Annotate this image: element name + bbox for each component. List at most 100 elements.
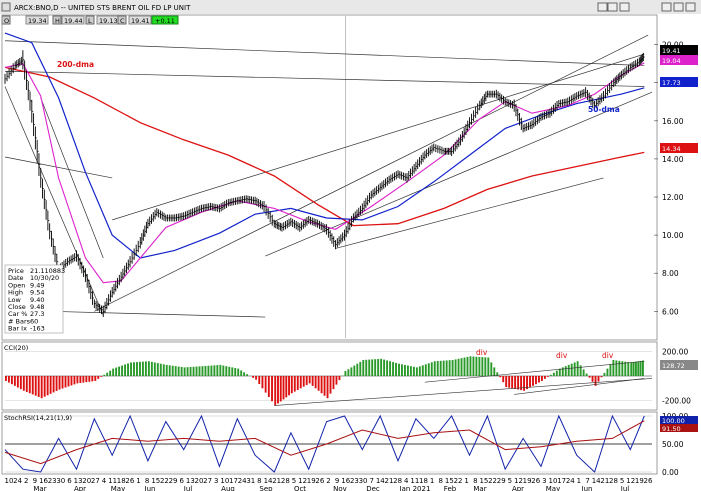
cci-bar	[469, 356, 472, 376]
cci-bar	[124, 364, 127, 376]
cci-bar	[225, 366, 228, 376]
x-day-tick: 1	[577, 477, 581, 485]
cci-bar	[255, 376, 258, 380]
y-tick-label: 10.00	[662, 231, 684, 240]
cci-bar	[433, 361, 436, 376]
x-day-tick: 19	[307, 477, 316, 485]
minimize-icon[interactable]	[661, 2, 672, 12]
x-day-tick: 12	[514, 477, 523, 485]
cci-bar	[523, 376, 526, 391]
x-month-tick: Dec	[366, 485, 380, 491]
x-day-tick: 26	[125, 477, 134, 485]
cci-bar	[567, 364, 570, 376]
cci-bar	[162, 364, 165, 376]
cci-bar	[22, 376, 25, 391]
x-day-tick: 26	[644, 477, 653, 485]
cci-bar	[386, 360, 389, 376]
x-month-tick: Mar	[33, 485, 46, 491]
cci-bar	[183, 367, 186, 376]
x-day-tick: 21	[600, 477, 609, 485]
cci-bar	[112, 368, 115, 376]
ma50-annotation: 50-dma	[588, 105, 620, 114]
cci-bar	[401, 364, 403, 376]
x-day-tick: 26	[531, 477, 540, 485]
zoom-icon[interactable]	[619, 2, 630, 12]
o-box-label: O	[4, 17, 9, 25]
info-row-label: Close	[8, 303, 26, 311]
cci-bar	[347, 369, 350, 376]
cci-bar	[189, 366, 192, 376]
cci-bar	[228, 366, 231, 376]
cci-panel	[1, 341, 658, 411]
ma200-line	[4, 66, 645, 227]
cci-bar	[609, 364, 612, 376]
cci-bar	[61, 376, 64, 389]
cci-bar	[282, 376, 285, 400]
x-day-tick: 21	[384, 477, 393, 485]
cci-bar	[133, 362, 135, 376]
price-labels: 19.41 19.04 17.73 14.34	[660, 45, 698, 153]
trend-line	[49, 310, 266, 318]
x-day-tick: 6	[179, 477, 184, 485]
x-day-tick: 11	[108, 477, 117, 485]
cci-bar	[457, 358, 460, 376]
cci-bar	[576, 361, 579, 376]
rsi-fast-line	[4, 414, 645, 473]
chart-symbol-title: ARCX:BNO,D -- UNITED STS BRENT OIL FD LP…	[14, 4, 191, 12]
x-day-tick: 10	[5, 477, 14, 485]
cci-bar	[472, 356, 475, 376]
rsi-plot: 100.00 50.00 0.00	[4, 412, 688, 477]
x-day-tick: 6	[67, 477, 72, 485]
cci-bar	[177, 366, 180, 376]
quote-open: 19.34	[28, 17, 47, 25]
cci-bar	[88, 376, 91, 382]
cci-bar	[34, 376, 37, 396]
cci-bar	[171, 365, 174, 376]
maximize-icon[interactable]	[673, 2, 684, 12]
cci-bar	[496, 372, 499, 376]
info-row-value: 9.49	[30, 281, 44, 289]
y-tick-label: 8.00	[662, 269, 679, 278]
cci-bar	[258, 376, 261, 384]
y-tick-label: 12.00	[662, 193, 684, 202]
cci-bar	[147, 361, 150, 376]
cci-bar	[210, 365, 213, 376]
x-day-tick: 15	[151, 477, 160, 485]
cci-bar	[546, 376, 549, 377]
cci-bar	[150, 361, 153, 376]
cci-bar	[168, 365, 171, 376]
cci-bar	[207, 365, 210, 376]
trend-line	[40, 97, 104, 259]
cci-plot: 200.00 -200.00	[5, 347, 691, 406]
cci-bar	[508, 376, 511, 388]
pan-right-icon[interactable]	[607, 2, 618, 12]
close-icon[interactable]	[685, 2, 696, 12]
cci-bar	[537, 376, 540, 383]
cci-trend-line	[514, 378, 645, 395]
cci-bar	[165, 364, 168, 376]
cci-bar	[350, 367, 353, 376]
cci-bar	[344, 371, 347, 376]
cci-bar	[109, 370, 112, 376]
cci-bar	[180, 366, 183, 376]
cci-tick-label: -200.00	[662, 397, 691, 406]
cci-bar	[362, 360, 365, 376]
symbol-icon[interactable]	[1, 2, 11, 12]
pan-left-icon[interactable]	[597, 2, 608, 12]
cci-bar	[67, 376, 70, 387]
cci-bar	[153, 362, 156, 376]
x-day-tick: 1	[430, 477, 434, 485]
x-day-tick: 18	[117, 477, 126, 485]
x-day-tick: 30	[359, 477, 368, 485]
cci-bar	[618, 360, 621, 376]
x-month-tick: Jun	[581, 485, 593, 491]
x-day-tick: 27	[91, 477, 100, 485]
cci-bar	[338, 376, 341, 381]
cci-bar	[543, 376, 546, 379]
cci-bar	[311, 376, 314, 386]
x-day-tick: 7	[585, 477, 589, 485]
cci-div-2: div	[556, 351, 568, 360]
cci-bar	[406, 365, 409, 376]
cci-bar	[535, 376, 537, 385]
cci-bar	[264, 376, 267, 393]
